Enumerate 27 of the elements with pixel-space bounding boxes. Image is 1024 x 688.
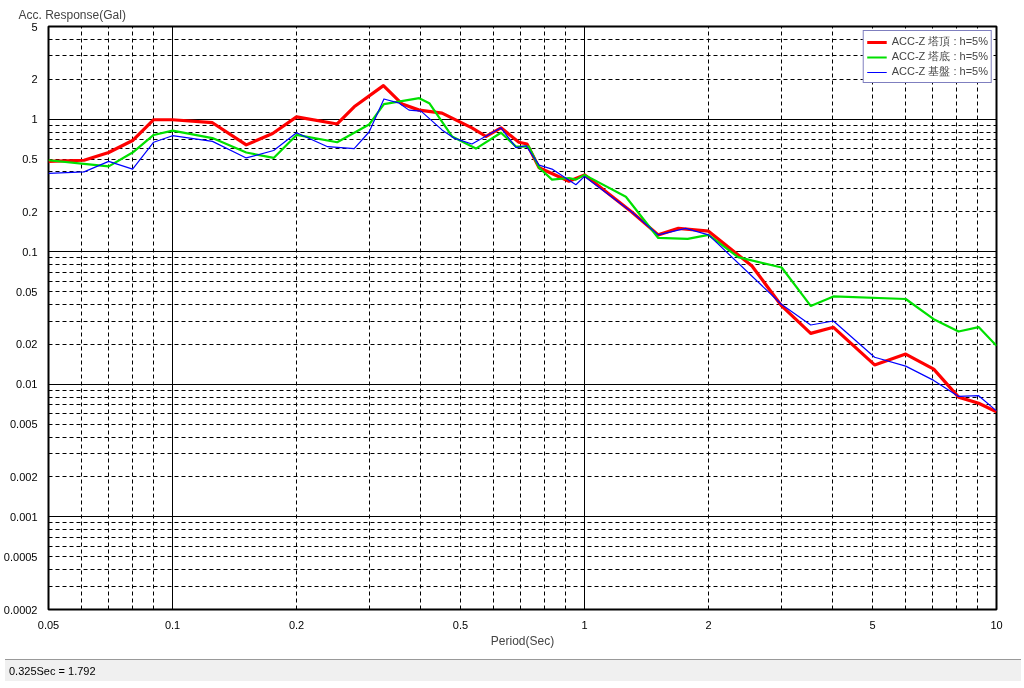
y-tick-label: 0.02 — [16, 338, 38, 351]
y-tick-label: 0.2 — [22, 205, 38, 218]
y-axis-title: Acc. Response(Gal) — [18, 7, 126, 22]
text: 0.325Sec = 1.792 — [9, 664, 96, 679]
x-tick-label: 5 — [869, 618, 876, 631]
y-tick-label: 2 — [31, 73, 38, 86]
y-tick-label: 0.01 — [16, 378, 38, 391]
y-tick-label: 0.1 — [22, 245, 38, 258]
y-tick-label: 0.001 — [9, 510, 38, 523]
y-tick-label: 0.005 — [9, 418, 38, 431]
y-tick-label: 0.002 — [9, 470, 38, 483]
legend-label: ACC-Z 基盤 : h=5% — [891, 64, 988, 79]
x-axis-title: Period(Sec) — [490, 633, 555, 648]
x-tick-label: 1 — [581, 618, 588, 631]
y-tick-label: 0.5 — [22, 153, 38, 166]
y-tick-label: 0.0002 — [3, 603, 38, 616]
y-tick-label: 5 — [31, 20, 38, 33]
legend-label: ACC-Z 塔頂 : h=5% — [891, 34, 988, 49]
y-tick-label: 1 — [31, 113, 38, 126]
x-tick-label: 2 — [705, 618, 712, 631]
y-tick-label: 0.05 — [16, 285, 38, 298]
x-tick-label: 0.1 — [164, 618, 181, 631]
x-tick-label: 10 — [990, 618, 1003, 631]
x-tick-label: 0.5 — [452, 618, 469, 631]
x-tick-label: 0.2 — [288, 618, 305, 631]
legend-label: ACC-Z 塔底 : h=5% — [891, 49, 988, 64]
y-tick-label: 0.0005 — [3, 550, 38, 563]
